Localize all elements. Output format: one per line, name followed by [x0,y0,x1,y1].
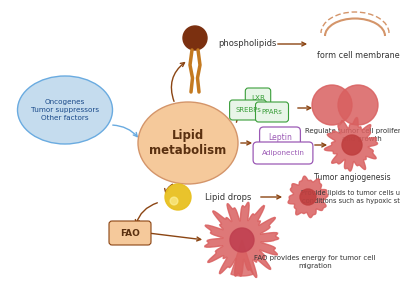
Polygon shape [288,176,328,218]
Text: Lipid drops: Lipid drops [205,192,251,201]
FancyBboxPatch shape [256,102,288,122]
Text: PPARs: PPARs [262,109,282,115]
Text: FAO: FAO [120,228,140,237]
Text: Oncogenes
Tumor suppressors
Other factors: Oncogenes Tumor suppressors Other factor… [31,99,99,121]
Circle shape [312,85,352,125]
Text: phospholipids: phospholipids [218,40,276,48]
FancyBboxPatch shape [260,127,300,149]
Text: Leptin: Leptin [268,134,292,143]
Text: Tumor angiogenesis: Tumor angiogenesis [314,173,390,183]
Ellipse shape [138,102,238,184]
Text: Provide lipids to tumor cells under
conditions such as hypoxic stress: Provide lipids to tumor cells under cond… [301,190,400,204]
Circle shape [342,135,362,155]
FancyBboxPatch shape [230,100,266,120]
Circle shape [230,228,254,252]
Polygon shape [324,118,378,171]
Text: SREBPs: SREBPs [235,107,261,113]
Text: LXR: LXR [251,95,265,101]
FancyBboxPatch shape [109,221,151,245]
Text: Lipid
metabolism: Lipid metabolism [149,128,227,158]
Circle shape [170,197,178,205]
Polygon shape [231,240,253,276]
Text: Regulate tumor cell proliferation
and growth: Regulate tumor cell proliferation and gr… [305,128,400,142]
Circle shape [165,184,191,210]
Polygon shape [205,202,279,277]
FancyBboxPatch shape [253,142,313,164]
Circle shape [338,85,378,125]
Ellipse shape [18,76,112,144]
FancyBboxPatch shape [245,88,271,108]
Text: Adiponectin: Adiponectin [262,150,304,156]
Text: form cell membranes: form cell membranes [317,50,400,59]
Circle shape [183,26,207,50]
Text: FAO provides energy for tumor cell
migration: FAO provides energy for tumor cell migra… [254,255,376,269]
Circle shape [300,189,316,205]
